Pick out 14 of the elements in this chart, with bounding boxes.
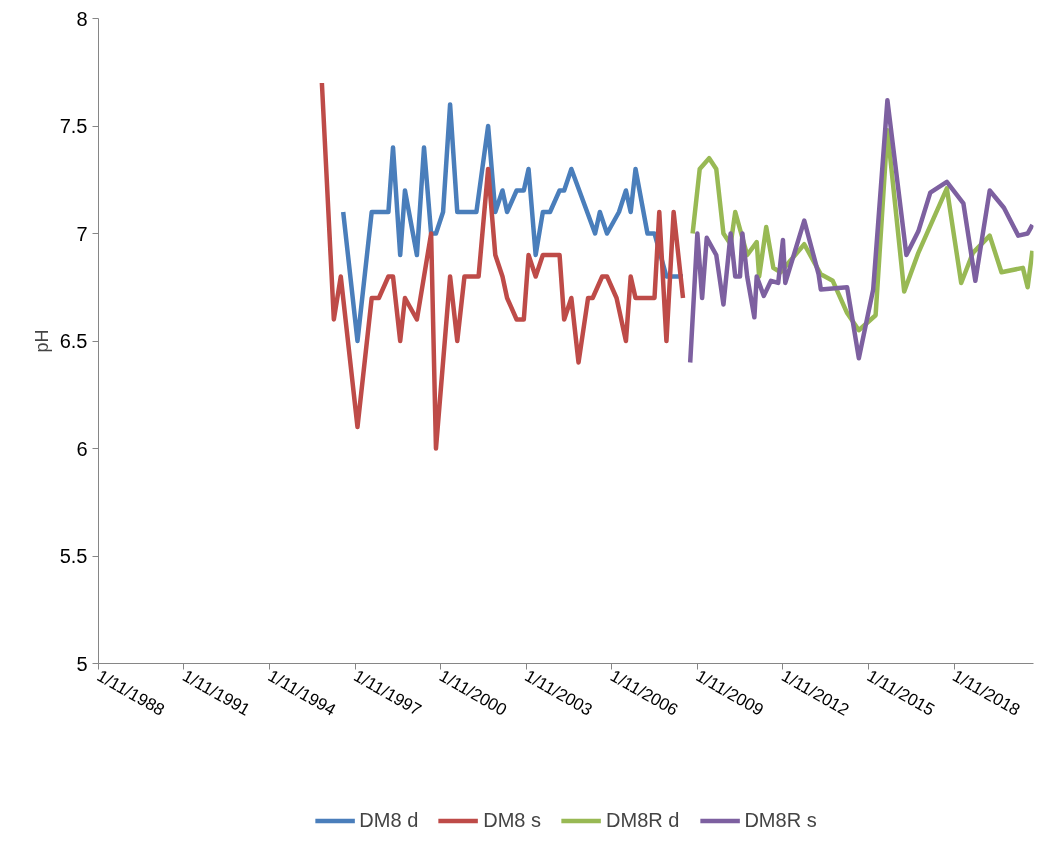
legend-label: DM8 d [359,808,419,832]
y-tick-label: 6 [76,437,88,460]
y-tick-label: 6.5 [59,330,88,352]
y-tick-label: 8 [76,7,88,30]
y-tick-label: 5 [76,652,88,675]
y-tick-label: 7.5 [59,115,88,137]
line-series [687,97,1034,365]
y-tick-label: 5.5 [59,545,88,567]
y-axis-title: pH [31,329,52,353]
legend-label: DM8R s [744,808,817,832]
y-tick-label: 7 [76,222,88,245]
legend-label: DM8R d [606,808,680,832]
legend-label: DM8 s [483,808,542,832]
line-series [319,80,686,451]
